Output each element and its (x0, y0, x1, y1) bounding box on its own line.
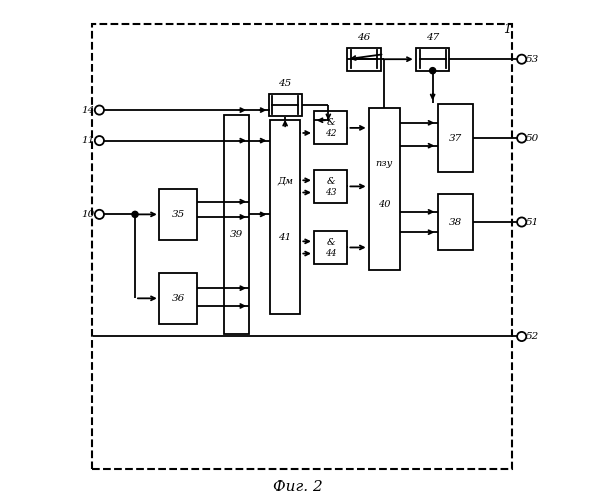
Bar (369, 108, 400, 270)
Bar (438, 194, 473, 250)
Bar (314, 170, 347, 203)
Text: 44: 44 (325, 249, 337, 258)
Text: 1: 1 (503, 23, 511, 36)
Text: 46: 46 (357, 33, 371, 42)
Bar (438, 104, 473, 172)
Text: 45: 45 (278, 79, 292, 88)
Text: 47: 47 (426, 33, 439, 42)
Text: &: & (326, 118, 335, 128)
Text: 40: 40 (378, 200, 391, 208)
Bar (159, 273, 197, 324)
Text: 14: 14 (81, 106, 95, 114)
Text: 51: 51 (526, 218, 540, 226)
Text: 42: 42 (325, 130, 337, 138)
Text: 53: 53 (526, 54, 540, 64)
Text: Фиг. 2: Фиг. 2 (273, 480, 323, 494)
Bar (224, 115, 249, 334)
Text: 43: 43 (325, 188, 337, 197)
Text: 11: 11 (81, 136, 95, 145)
Circle shape (429, 68, 436, 73)
Circle shape (132, 212, 138, 218)
Text: 38: 38 (449, 218, 462, 226)
Text: &: & (326, 177, 335, 186)
Text: 50: 50 (526, 134, 540, 142)
Bar (270, 120, 301, 314)
Bar (92, 24, 511, 469)
Text: 39: 39 (230, 230, 243, 239)
Bar (314, 112, 347, 144)
Text: 37: 37 (449, 134, 462, 142)
Text: 10: 10 (81, 210, 95, 219)
Text: &: & (326, 238, 335, 247)
Bar (416, 48, 449, 70)
Text: Дм: Дм (277, 177, 293, 186)
Text: 35: 35 (172, 210, 185, 219)
Bar (314, 231, 347, 264)
Text: 41: 41 (278, 233, 292, 242)
Text: 52: 52 (526, 332, 540, 341)
Bar (269, 94, 302, 116)
Text: 36: 36 (172, 294, 185, 303)
Bar (159, 189, 197, 240)
Bar (347, 48, 381, 70)
Text: пзу: пзу (376, 159, 393, 168)
